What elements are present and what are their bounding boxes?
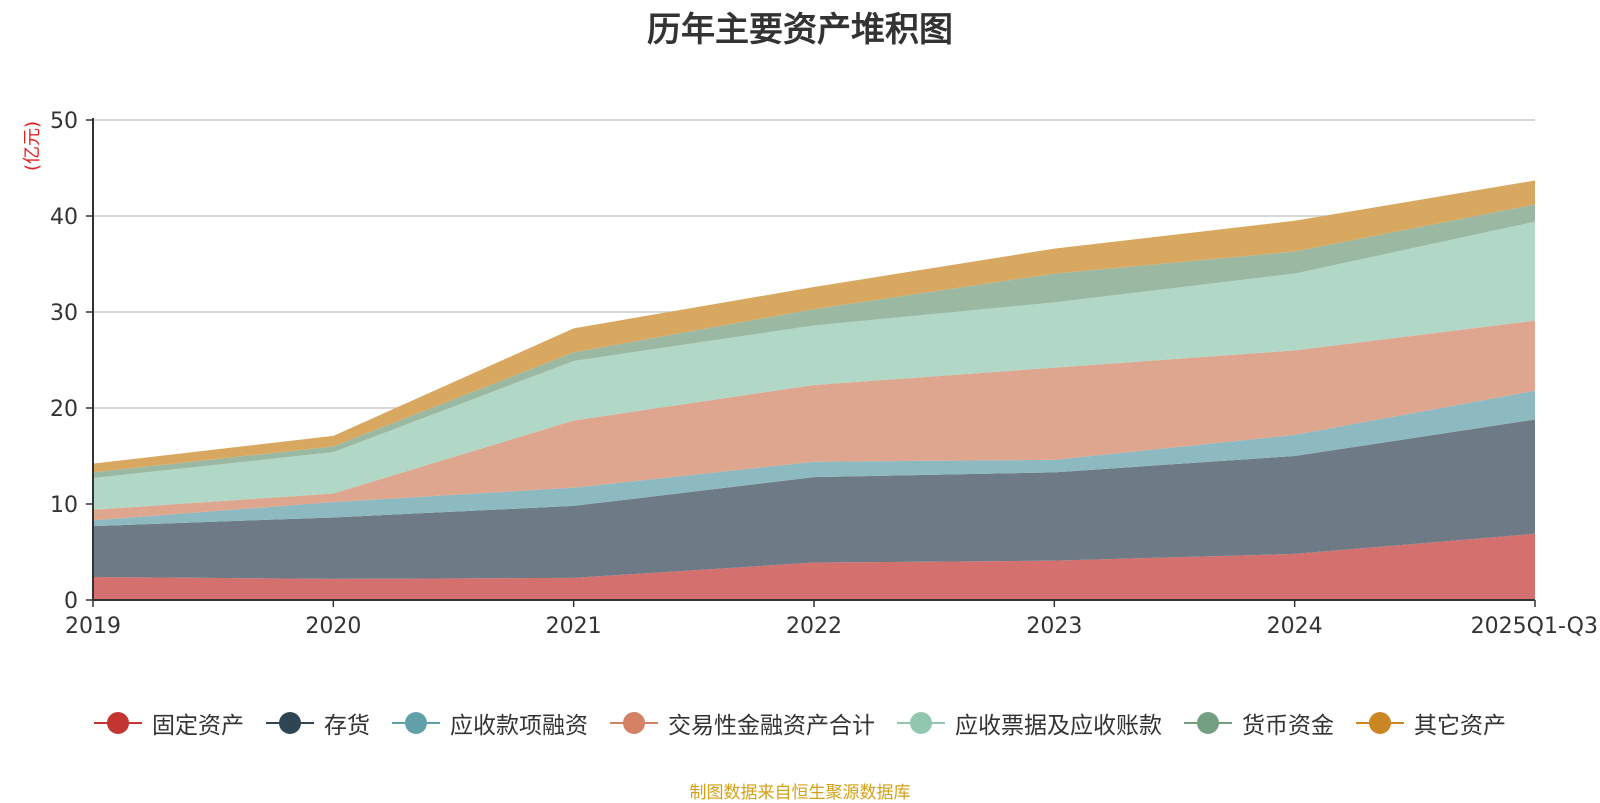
area-series-4[interactable] (93, 320, 1535, 521)
legend-swatch (266, 711, 314, 735)
legend-item-7[interactable]: 其它资产 (1356, 706, 1506, 740)
x-tick-label: 2022 (786, 614, 842, 639)
stacked-area-chart: 0 10 20 30 40 50 2019 2020 2021 2022 2023 2024 2025Q… (22, 109, 1598, 639)
y-tick-label: 20 (50, 397, 78, 422)
x-tick-label: 2023 (1026, 614, 1082, 639)
y-tick-label: 10 (50, 493, 78, 518)
x-tick-label: 2019 (65, 614, 121, 639)
legend-item-5[interactable]: 应收票据及应收账款 (897, 706, 1162, 740)
legend-swatch (1184, 711, 1232, 735)
legend-item-6[interactable]: 货币资金 (1184, 706, 1334, 740)
y-tick-label: 0 (64, 589, 78, 614)
area-series-2[interactable] (93, 419, 1535, 579)
area-series-6[interactable] (93, 204, 1535, 479)
legend-item-1[interactable]: 固定资产 (94, 706, 244, 740)
legend-label: 交易性金融资产合计 (668, 713, 875, 739)
legend-item-3[interactable]: 应收款项融资 (392, 706, 588, 740)
legend: 固定资产 存货 应收款项融资 交易性金融资产合计 应收票据及应收账款 货币资金 其它资产 (0, 703, 1600, 743)
legend-label: 应收款项融资 (450, 713, 588, 739)
y-tick-label: 30 (50, 301, 78, 326)
legend-label: 固定资产 (152, 713, 244, 739)
area-series-1[interactable] (93, 533, 1535, 600)
y-tick-label: 40 (50, 205, 78, 230)
area-series-3[interactable] (93, 390, 1535, 527)
area-series-group (93, 180, 1535, 600)
area-series-5[interactable] (93, 221, 1535, 510)
legend-swatch (897, 711, 945, 735)
legend-item-4[interactable]: 交易性金融资产合计 (610, 706, 875, 740)
legend-swatch (392, 711, 440, 735)
source-note: 制图数据来自恒生聚源数据库 (689, 783, 911, 803)
x-tick-label: 2021 (546, 614, 602, 639)
legend-label: 其它资产 (1414, 713, 1506, 739)
chart-title: 历年主要资产堆积图 (647, 10, 953, 50)
legend-swatch (94, 711, 142, 735)
x-tick-label: 2020 (305, 614, 361, 639)
y-tick-label: 50 (50, 109, 78, 134)
legend-swatch (1356, 711, 1404, 735)
area-series-7[interactable] (93, 180, 1535, 473)
legend-swatch (610, 711, 658, 735)
y-axis-label: (亿元) (22, 121, 43, 171)
axes: 0 10 20 30 40 50 2019 2020 2021 2022 2023 2024 2025Q… (50, 109, 1598, 639)
legend-label: 货币资金 (1242, 713, 1334, 739)
legend-label: 存货 (324, 713, 370, 739)
x-tick-label: 2024 (1267, 614, 1323, 639)
legend-item-2[interactable]: 存货 (266, 706, 370, 740)
legend-label: 应收票据及应收账款 (955, 713, 1162, 739)
x-tick-label: 2025Q1-Q3 (1471, 614, 1598, 639)
